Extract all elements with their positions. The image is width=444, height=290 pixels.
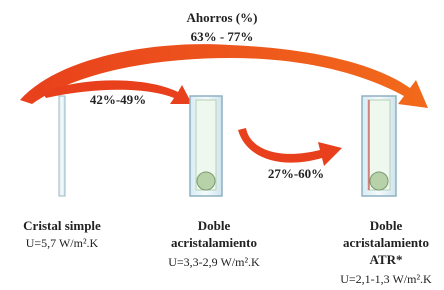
item-name: acristalamiento: [171, 235, 257, 250]
item-name: ATR*: [370, 252, 403, 267]
item-name: Doble: [198, 218, 231, 233]
arrow-label: 42%-49%: [90, 92, 146, 107]
arrow-label: 27%-60%: [268, 166, 324, 181]
spacer: [370, 172, 388, 190]
title: Ahorros (%): [187, 10, 258, 25]
pane: [59, 96, 65, 196]
range: 63% - 77%: [191, 29, 254, 44]
spacer: [197, 172, 215, 190]
diagram: Ahorros (%) 63% - 77% 42%-49% 27%-60% Cr…: [0, 0, 444, 290]
item-name: Doble: [370, 218, 403, 233]
u-value: U=3,3-2,9 W/m².K: [168, 255, 260, 269]
curved-arrow: [238, 128, 342, 166]
u-value: U=2,1-1,3 W/m².K: [340, 272, 432, 286]
u-value: U=5,7 W/m².K: [26, 236, 99, 250]
item-name: acristalamiento: [343, 235, 429, 250]
item-name: Cristal simple: [23, 218, 101, 233]
